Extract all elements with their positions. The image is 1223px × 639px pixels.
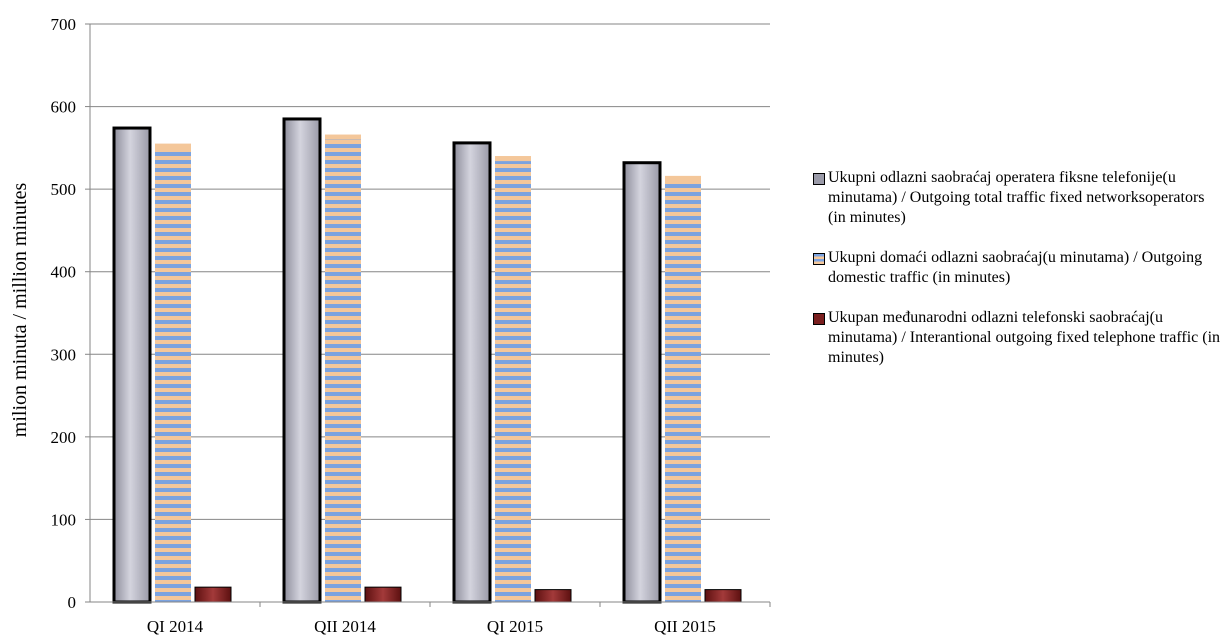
gridlines — [90, 23, 770, 520]
x-axis-ticks: QI 2014 QII 2014 QI 2015 QII 2015 — [147, 602, 771, 636]
bar-cap-series1-1 — [325, 134, 361, 140]
legend-label-international: Ukupan međunarodni odlazni telefonski sa… — [828, 309, 1221, 366]
bar-cap-series1-0 — [155, 143, 191, 149]
bar-series2-0 — [194, 586, 232, 603]
x-tick-label-0: QI 2014 — [147, 617, 204, 636]
y-tick-label-4: 400 — [51, 263, 77, 282]
legend-item-international: Ukupan međunarodni odlazni telefonski sa… — [813, 308, 1223, 368]
bar-series1-1 — [325, 134, 361, 602]
legend-swatch-total — [813, 173, 825, 185]
legend-swatch-domestic — [813, 253, 825, 265]
legend-item-domestic: Ukupni domaći odlazni saobraćaj(u minuta… — [813, 248, 1223, 288]
bar-series0-2 — [452, 141, 492, 604]
x-tick-label-3: QII 2015 — [654, 617, 716, 636]
y-axis-label: milion minuta / million minutes — [9, 183, 31, 438]
legend-label-total: Ukupni odlazni saobraćaj operatera fiksn… — [828, 169, 1205, 226]
legend-swatch-international — [813, 313, 825, 325]
y-tick-label-0: 0 — [68, 593, 77, 612]
bar-series1-0 — [155, 143, 191, 602]
y-tick-label-2: 200 — [51, 428, 77, 447]
legend: Ukupni odlazni saobraćaj operatera fiksn… — [813, 168, 1223, 388]
y-tick-label-1: 100 — [51, 510, 77, 529]
bar-series0-1 — [282, 117, 322, 604]
bar-cap-series1-3 — [665, 175, 701, 181]
y-tick-label-5: 500 — [51, 180, 77, 199]
bar-series2-2 — [534, 589, 572, 603]
bars — [112, 117, 742, 604]
bar-series1-2 — [495, 156, 531, 602]
bar-series0-0 — [112, 126, 152, 604]
bar-series2-3 — [704, 589, 742, 603]
x-tick-label-2: QI 2015 — [487, 617, 543, 636]
y-tick-label-7: 700 — [51, 15, 77, 34]
bar-series1-3 — [665, 175, 701, 602]
bar-series0-3 — [622, 161, 662, 604]
y-tick-label-6: 600 — [51, 98, 77, 117]
x-tick-label-1: QII 2014 — [314, 617, 376, 636]
y-tick-label-3: 300 — [51, 345, 77, 364]
legend-item-total: Ukupni odlazni saobraćaj operatera fiksn… — [813, 168, 1223, 228]
bar-cap-series1-2 — [495, 156, 531, 162]
y-axis-ticks: 0 100 200 300 400 500 600 700 — [51, 15, 90, 612]
legend-label-domestic: Ukupni domaći odlazni saobraćaj(u minuta… — [828, 249, 1203, 286]
bar-series2-1 — [364, 586, 402, 603]
